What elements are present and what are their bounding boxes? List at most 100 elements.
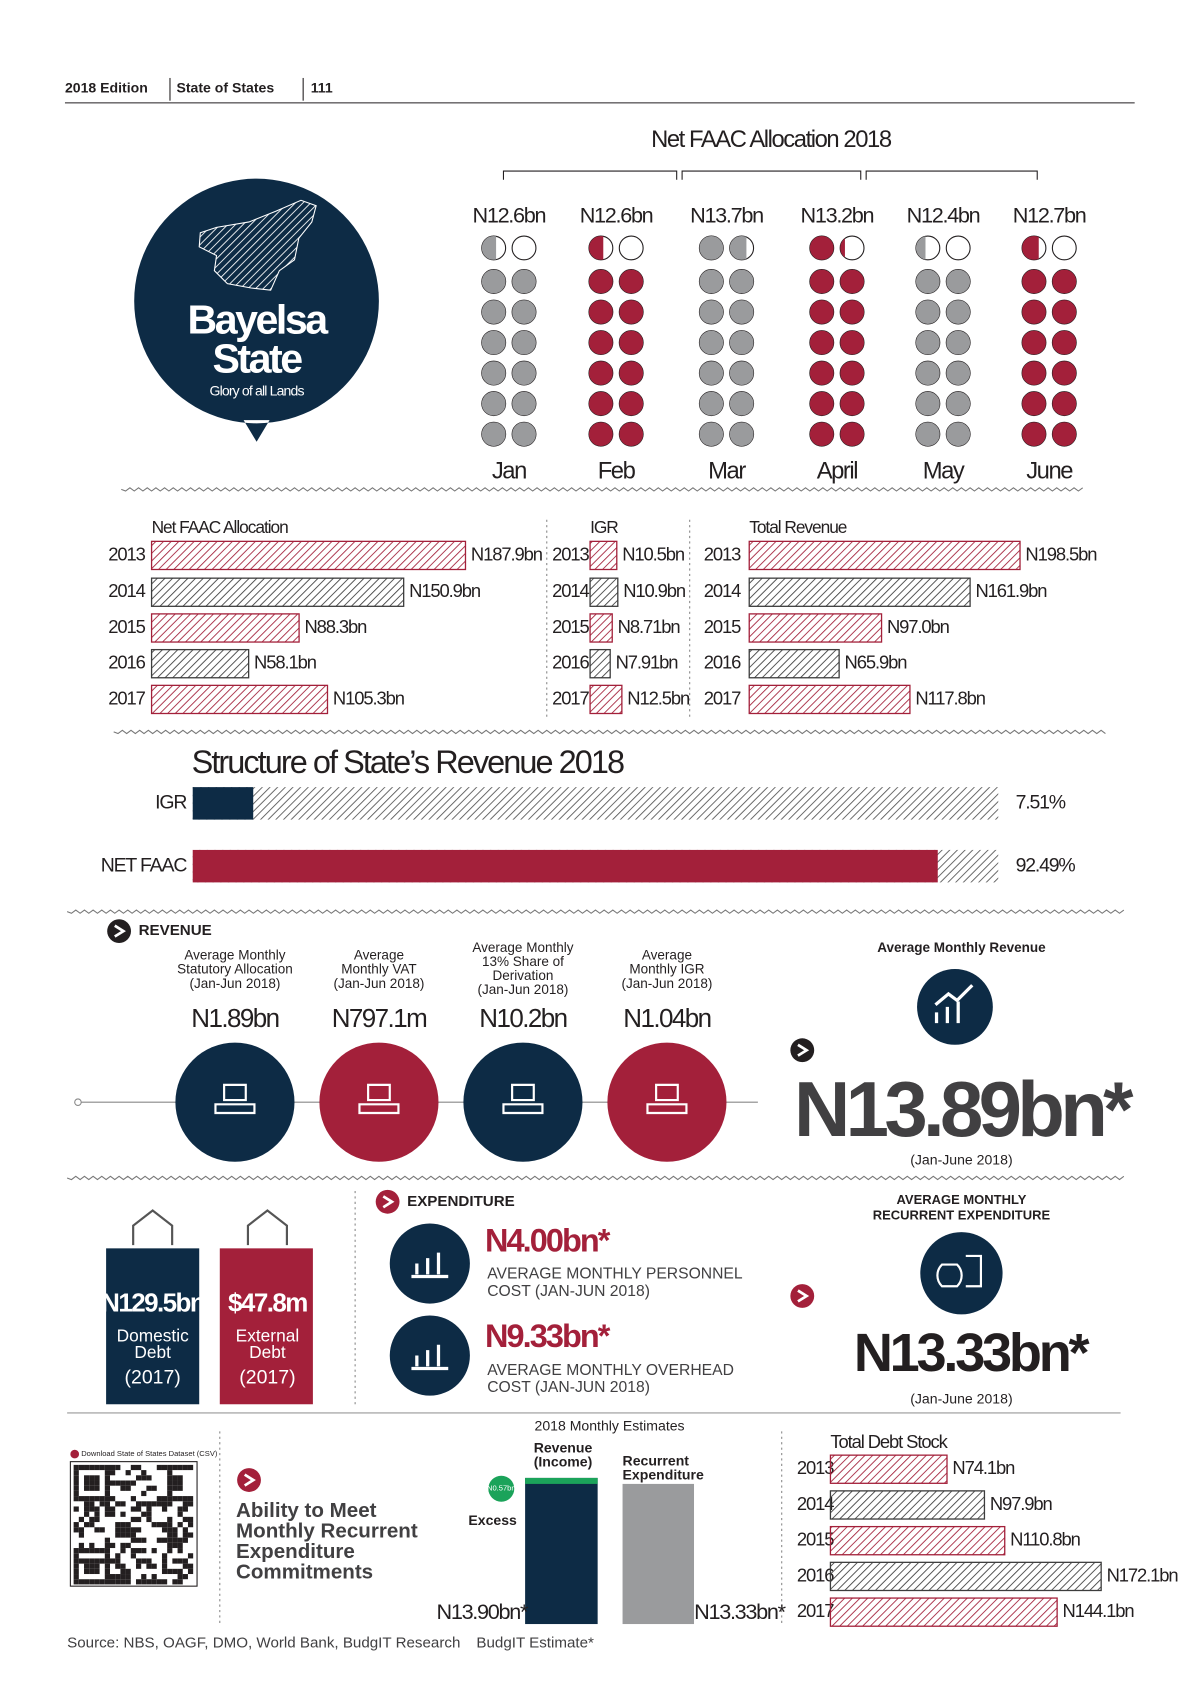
qr-cell <box>94 1496 100 1502</box>
qr-cell <box>78 1516 85 1523</box>
qr-cell <box>135 1563 142 1569</box>
qr-cell <box>182 1496 188 1502</box>
coin <box>915 422 940 447</box>
qr-cell <box>99 1464 105 1471</box>
bar <box>829 1490 986 1520</box>
qr-cell <box>110 1506 116 1512</box>
bar <box>589 648 611 679</box>
qr-cell <box>167 1522 173 1528</box>
series-name: Recurrent <box>623 1452 690 1468</box>
qr-cell <box>141 1558 147 1564</box>
ability-heading: Expenditure <box>236 1540 355 1563</box>
qr-cell <box>104 1496 111 1502</box>
qr-cell <box>177 1464 183 1471</box>
qr-cell <box>167 1480 173 1486</box>
state-name: Bayelsa <box>187 297 329 343</box>
bar <box>150 540 467 571</box>
qr-cell <box>172 1464 178 1471</box>
year-label: 2014 <box>797 1493 834 1514</box>
state-badge <box>134 178 379 442</box>
qr-cell <box>78 1579 85 1585</box>
qr-cell <box>182 1527 188 1533</box>
qr-cell <box>115 1574 121 1580</box>
divider <box>113 729 1106 735</box>
qr-cell <box>89 1563 95 1569</box>
month-value: N12.4bn <box>907 202 980 227</box>
chevron-icon <box>790 1284 815 1308</box>
coin <box>588 236 604 260</box>
timeline-end <box>74 1098 82 1106</box>
year-label: 2017 <box>704 687 741 708</box>
bar <box>589 684 623 715</box>
qr-cell <box>115 1464 121 1471</box>
icon-glyph <box>411 1252 449 1279</box>
qr-cell <box>146 1475 152 1481</box>
average-period: (Jan-June 2018) <box>910 1151 1012 1167</box>
coin <box>809 391 834 416</box>
debt-icon <box>246 1209 288 1246</box>
coin <box>1022 330 1046 355</box>
year-label: 2013 <box>704 543 741 564</box>
qr-cell <box>120 1574 126 1580</box>
qr-cell <box>110 1558 116 1564</box>
qr-cell <box>156 1501 162 1507</box>
qr-cell <box>99 1496 105 1502</box>
qr-cell <box>177 1511 183 1517</box>
qr-cell <box>89 1516 95 1523</box>
qr-cell <box>146 1563 152 1569</box>
coin <box>512 269 536 294</box>
qr-cell <box>172 1527 178 1533</box>
qr-cell <box>135 1527 142 1533</box>
qr-cell <box>151 1574 157 1580</box>
chevron-arrow <box>382 1195 395 1209</box>
year-label: 2017 <box>552 687 589 708</box>
coin <box>619 422 644 447</box>
qr-cell <box>167 1464 173 1471</box>
month-label: April <box>817 457 858 484</box>
qr-cell <box>141 1501 147 1507</box>
qr-cell <box>89 1522 95 1528</box>
month-label: Mar <box>708 457 746 484</box>
coin <box>729 361 754 386</box>
qr-cell <box>135 1475 142 1481</box>
qr-cell <box>182 1501 188 1507</box>
qr-cell <box>78 1532 85 1538</box>
chevron-arrow <box>243 1473 256 1487</box>
qr-cell <box>110 1464 116 1471</box>
qr-cell <box>104 1579 111 1585</box>
chevron-arrow <box>797 1289 810 1303</box>
debt-value: $47.8m <box>228 1288 307 1318</box>
coin <box>840 361 864 386</box>
bar-label: N58.1bn <box>254 652 317 673</box>
item-caption: (Jan-Jun 2018) <box>189 976 280 991</box>
source: Source: NBS, OAGF, DMO, World Bank, Budg… <box>67 1635 460 1652</box>
debt-caption: External <box>236 1326 300 1346</box>
coin <box>588 391 613 416</box>
qr-cell <box>120 1485 126 1491</box>
qr-cell <box>177 1537 183 1543</box>
qr-cell <box>130 1532 136 1538</box>
download-link: Download State of States Dataset (CSV) <box>81 1449 218 1458</box>
qr-cell <box>120 1522 126 1528</box>
section-title: Structure of State’s Revenue 2018 <box>192 744 624 780</box>
edition: 2018 Edition <box>65 80 148 96</box>
bar <box>589 577 619 607</box>
qr-cell <box>182 1464 188 1471</box>
average-title: AVERAGE MONTHLY <box>897 1192 1027 1207</box>
qr-cell <box>125 1579 131 1585</box>
qr-cell <box>161 1537 168 1543</box>
item-value: N1.89bn <box>191 1003 278 1033</box>
qr-cell <box>78 1464 85 1471</box>
coin <box>1022 300 1046 324</box>
qr-cell <box>161 1579 168 1585</box>
coin <box>915 236 926 260</box>
item-value: N10.2bn <box>479 1003 566 1033</box>
qr-cell <box>135 1464 142 1471</box>
qr-cell <box>73 1563 79 1569</box>
qr-cell <box>73 1464 79 1471</box>
qr-cell <box>187 1568 194 1575</box>
qr-cell <box>172 1496 178 1502</box>
qr-cell <box>172 1579 178 1585</box>
qr-cell <box>172 1558 178 1564</box>
ability-heading: Monthly Recurrent <box>236 1519 418 1542</box>
